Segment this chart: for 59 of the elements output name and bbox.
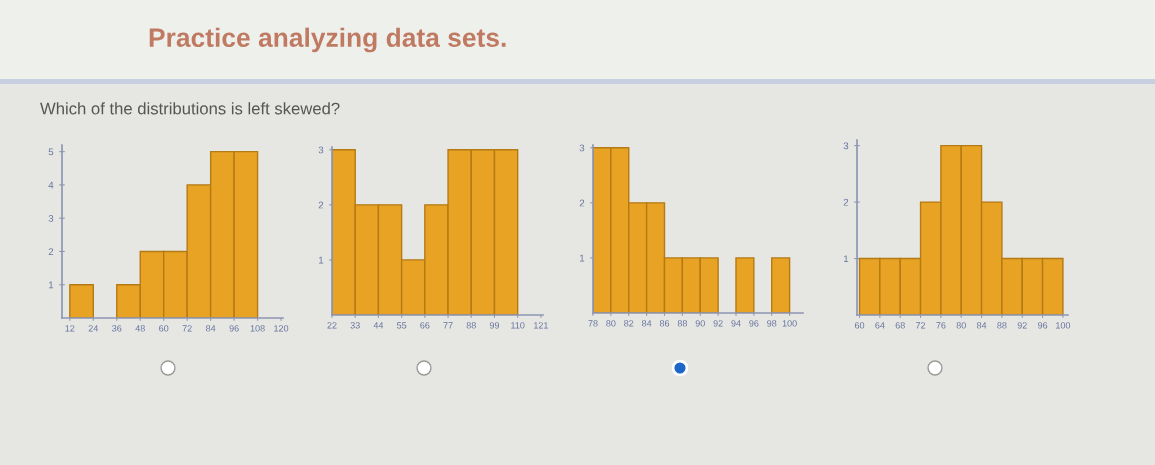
x-tick-label: 92 [713,320,723,327]
x-tick-label: 96 [1037,322,1048,329]
y-tick-label: 1 [49,281,54,289]
x-tick-label: 82 [624,320,634,327]
x-tick-label: 44 [373,322,384,329]
y-tick-label: 2 [843,198,849,206]
y-tick-label: 3 [579,144,585,152]
x-tick-label: 121 [534,322,548,329]
x-tick-label: 24 [88,325,99,332]
x-tick-label: 88 [466,322,476,329]
y-tick-label: 3 [843,142,849,150]
x-tick-label: 88 [997,322,1007,329]
x-tick-label: 68 [895,322,905,329]
x-tick-label: 78 [588,320,598,327]
x-tick-label: 92 [1017,322,1027,329]
x-tick-label: 64 [875,322,885,329]
x-tick-label: 60 [159,325,169,332]
y-tick-label: 2 [48,248,54,255]
x-tick-label: 84 [206,325,216,332]
x-tick-label: 96 [229,325,239,332]
y-tick-label: 1 [844,255,849,263]
chart-subtitle: Which of the distributions is left skewed? [40,102,340,115]
x-tick-label: 66 [420,322,430,329]
x-tick-label: 120 [274,325,289,332]
x-tick-label: 100 [782,320,797,327]
chart-title: Practice analyzing data sets. [149,27,506,53]
y-tick-label: 2 [579,199,585,207]
y-tick-label: 1 [319,256,324,264]
x-tick-label: 22 [327,322,337,329]
x-tick-label: 88 [677,320,687,327]
x-tick-label: 48 [135,325,145,332]
x-tick-label: 99 [489,322,500,329]
x-tick-label: 76 [936,322,946,329]
x-tick-label: 60 [854,322,865,329]
x-tick-label: 55 [396,322,407,329]
y-tick-label: 4 [48,181,54,189]
x-tick-label: 77 [443,322,453,329]
y-tick-label: 3 [318,146,324,154]
x-tick-label: 96 [749,320,759,327]
x-tick-label: 72 [916,322,926,329]
x-tick-label: 80 [956,322,966,329]
x-tick-label: 86 [659,320,670,327]
x-tick-label: 72 [182,325,192,332]
x-tick-label: 36 [112,325,122,332]
x-tick-label: 100 [1056,322,1071,329]
x-tick-label: 90 [695,320,705,327]
y-tick-label: 1 [580,254,585,262]
x-tick-label: 108 [250,325,265,332]
x-tick-label: 94 [731,320,741,327]
y-tick-label: 3 [48,214,54,222]
x-tick-label: 80 [606,320,616,327]
y-tick-label: 2 [318,201,324,209]
x-tick-label: 84 [976,322,987,329]
x-tick-label: 98 [767,320,777,327]
x-tick-label: 110 [511,322,525,329]
x-tick-label: 84 [641,320,652,327]
x-tick-label: 12 [65,325,75,332]
x-tick-label: 33 [350,322,360,329]
y-tick-label: 5 [48,148,54,156]
